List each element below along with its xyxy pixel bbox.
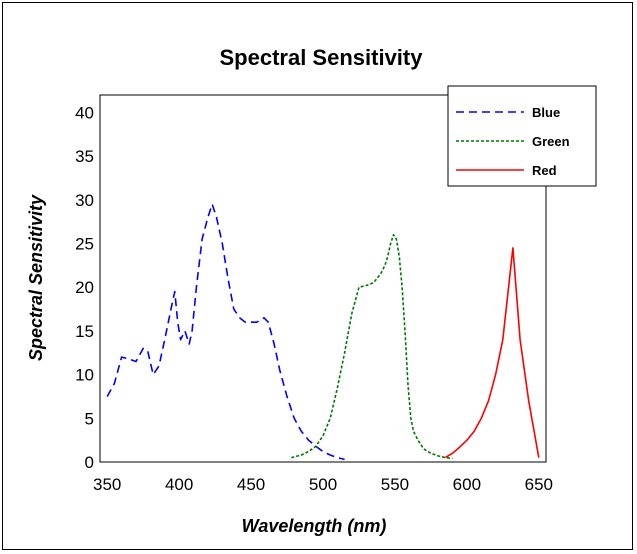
chart-title: Spectral Sensitivity bbox=[220, 45, 424, 70]
series-line-red bbox=[444, 247, 540, 459]
x-axis-label: Wavelength (nm) bbox=[242, 516, 387, 536]
x-tick-label: 550 bbox=[381, 475, 409, 494]
series-line-green bbox=[291, 234, 453, 460]
y-tick-label: 20 bbox=[75, 278, 94, 297]
y-tick-label: 30 bbox=[75, 191, 94, 210]
x-tick-label: 450 bbox=[237, 475, 265, 494]
y-tick-label: 35 bbox=[75, 147, 94, 166]
y-axis-ticks: 0 5 10 15 20 25 30 35 40 bbox=[75, 103, 94, 472]
x-tick-label: 350 bbox=[93, 475, 121, 494]
x-tick-label: 400 bbox=[165, 475, 193, 494]
y-tick-label: 5 bbox=[85, 409, 94, 428]
legend-label-blue: Blue bbox=[532, 105, 560, 120]
legend-label-green: Green bbox=[532, 134, 570, 149]
x-axis-ticks: 350 400 450 500 550 600 650 bbox=[93, 475, 553, 494]
plot-area bbox=[99, 94, 547, 463]
legend-box bbox=[447, 85, 597, 187]
y-tick-label: 10 bbox=[75, 366, 94, 385]
y-tick-label: 15 bbox=[75, 322, 94, 341]
x-tick-label: 500 bbox=[309, 475, 337, 494]
y-tick-label: 0 bbox=[85, 453, 94, 472]
x-tick-label: 600 bbox=[453, 475, 481, 494]
legend: Blue Green Red bbox=[447, 85, 597, 187]
y-tick-label: 40 bbox=[75, 103, 94, 122]
legend-entries: Blue Green Red bbox=[456, 105, 570, 178]
series-line-blue bbox=[106, 203, 345, 461]
y-tick-label: 25 bbox=[75, 235, 94, 254]
legend-label-red: Red bbox=[532, 163, 557, 178]
x-tick-label: 650 bbox=[525, 475, 553, 494]
y-axis-label: Spectral Sensitivity bbox=[26, 194, 46, 361]
series-lines bbox=[106, 203, 540, 461]
